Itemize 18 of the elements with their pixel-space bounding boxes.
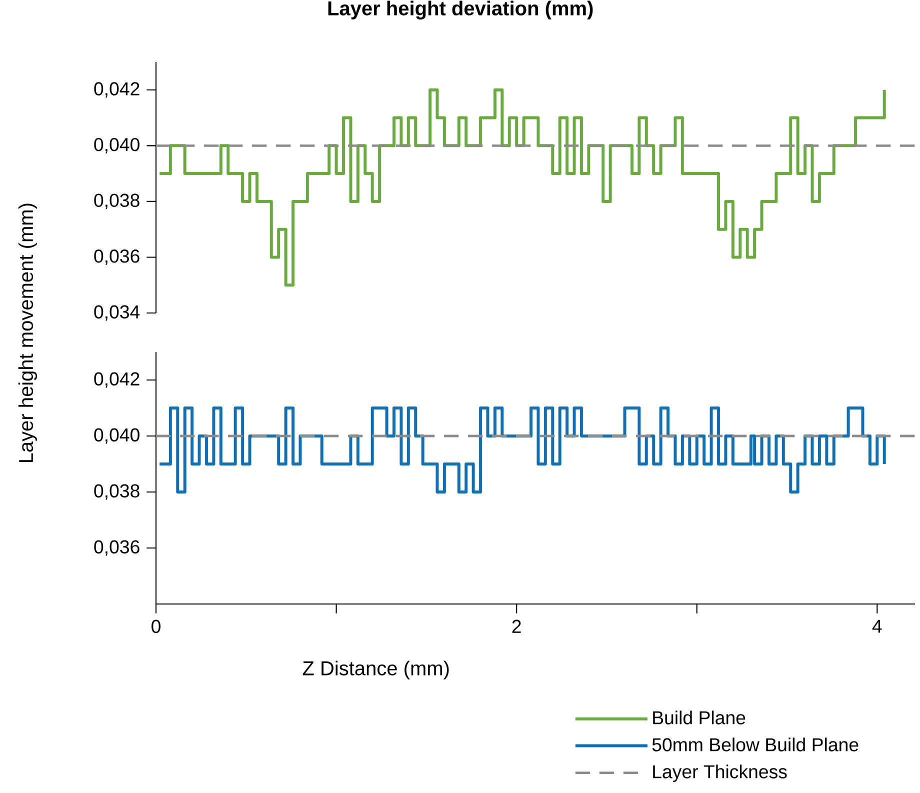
y-tick-label: 0,042 — [94, 372, 140, 388]
y-tick-label: 0,040 — [94, 428, 140, 444]
y-tick-label: 0,036 — [94, 540, 140, 556]
x-tick-label: 0 — [152, 620, 160, 634]
x-tick-label: 4 — [872, 620, 882, 633]
legend-label: Layer Thickness — [653, 764, 787, 782]
y-tick-label: 0,038 — [94, 194, 140, 210]
chart-title: Layer height deviation (mm) — [328, 0, 593, 20]
y-tick-label: 0,040 — [94, 138, 140, 154]
text: Build Plane — [653, 710, 746, 724]
y-tick-label: 0,036 — [94, 250, 140, 265]
y-tick-label: 0,034 — [94, 305, 140, 321]
x-axis-title: Z Distance (mm) — [302, 660, 449, 680]
y-tick-label: 0,038 — [94, 484, 140, 500]
legend-label: 50mm Below Build Plane — [652, 738, 858, 752]
y-axis-title: Layer height movement (mm) — [18, 204, 38, 462]
x-tick-label: 2 — [512, 620, 521, 633]
y-tick-label: 0,042 — [94, 82, 140, 98]
